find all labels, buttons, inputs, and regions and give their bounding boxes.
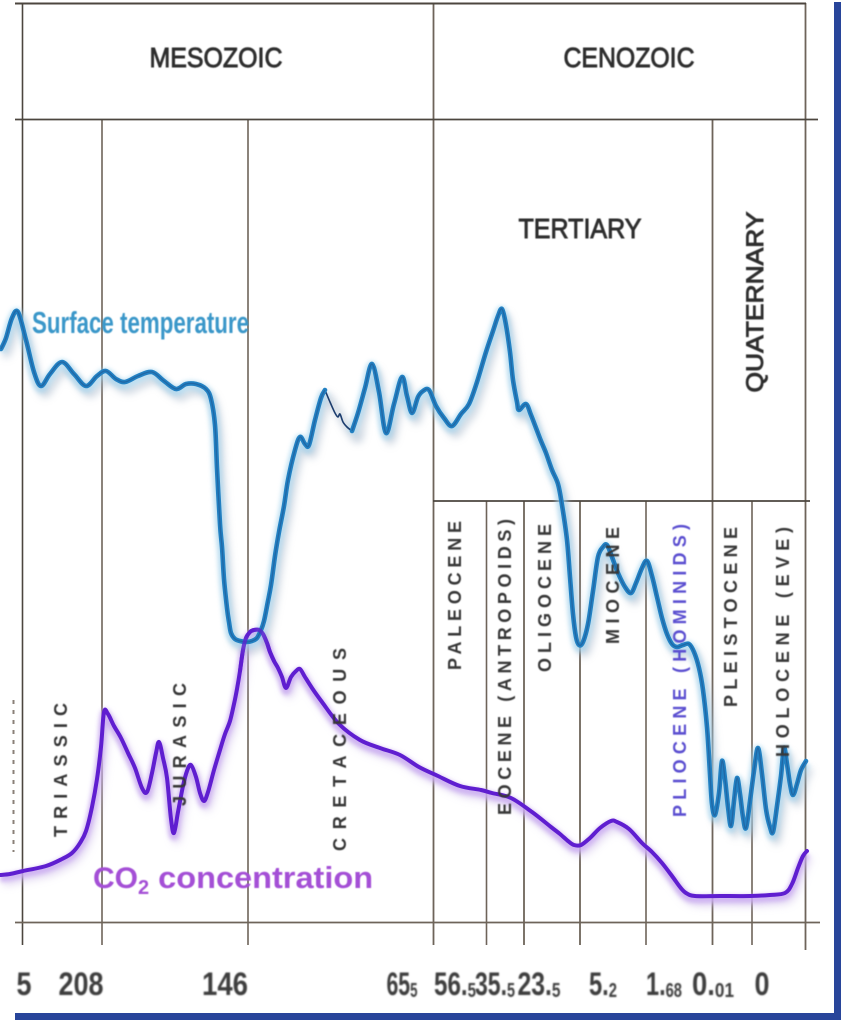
svg-text:146: 146 <box>202 966 248 1002</box>
svg-text:PALEOCENE: PALEOCENE <box>445 521 465 670</box>
svg-text:EOCENE (ANTROPOIDS): EOCENE (ANTROPOIDS) <box>495 519 515 815</box>
svg-text:CO2 concentration: CO2 concentration <box>93 860 373 899</box>
svg-text:0: 0 <box>755 966 770 1002</box>
svg-text:OLIGOCENE: OLIGOCENE <box>535 524 555 672</box>
svg-text:1.68: 1.68 <box>646 966 682 1002</box>
svg-text:QUATERNARY: QUATERNARY <box>742 212 769 393</box>
svg-text:5: 5 <box>17 966 32 1002</box>
svg-text:TERTIARY: TERTIARY <box>519 213 642 244</box>
svg-text:CENOZOIC: CENOZOIC <box>564 42 695 73</box>
svg-text:MESOZOIC: MESOZOIC <box>150 42 283 73</box>
svg-text:HOLOCENE (EVE): HOLOCENE (EVE) <box>773 527 793 757</box>
svg-text:208: 208 <box>59 966 104 1002</box>
svg-text:Surface temperature: Surface temperature <box>32 305 249 340</box>
